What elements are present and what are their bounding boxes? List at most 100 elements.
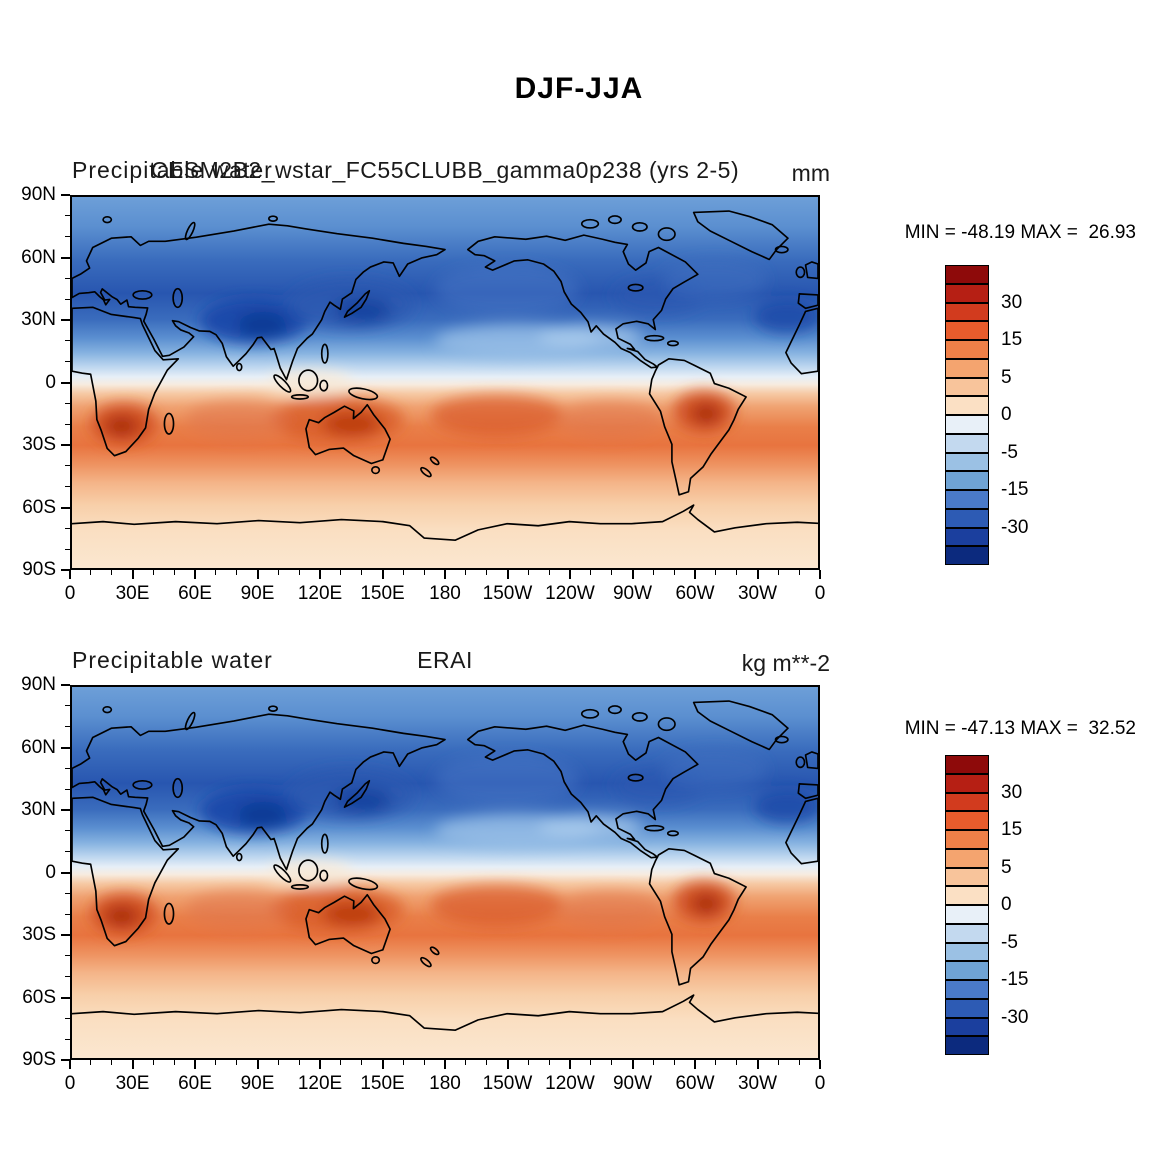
lon-tick-label: 150E xyxy=(360,1073,405,1094)
lat-minor-tick xyxy=(65,298,70,300)
lat-minor-tick xyxy=(65,767,70,769)
colorbar-box xyxy=(945,471,989,490)
lat-major-tick xyxy=(61,1059,70,1061)
lon-tick-label: 30W xyxy=(737,583,778,604)
colorbar-tick-label: 0 xyxy=(1001,404,1012,425)
colorbar-box xyxy=(945,830,989,849)
panel1-units-label: mm xyxy=(791,160,830,186)
colorbar-box xyxy=(945,792,989,812)
lon-major-tick xyxy=(69,570,71,579)
lon-minor-tick xyxy=(736,570,738,575)
panel1-minmax-stats: MIN = -48.19 MAX = 26.93 xyxy=(904,222,1136,243)
lon-major-tick xyxy=(694,1060,696,1069)
lon-major-tick xyxy=(194,570,196,579)
lon-minor-tick xyxy=(423,1060,425,1065)
colorbar-box xyxy=(945,980,989,999)
colorbar-box xyxy=(945,283,989,303)
lon-tick-label: 90W xyxy=(612,1073,653,1094)
contour-field-background xyxy=(72,197,818,568)
lon-tick-label: 60W xyxy=(675,583,715,604)
colorbar-tick-label: 30 xyxy=(1001,781,1023,803)
lon-tick-label: 180 xyxy=(429,583,461,604)
lat-minor-tick xyxy=(65,830,70,832)
colorbar-tick-label: -5 xyxy=(1001,931,1018,953)
lat-major-tick xyxy=(61,934,70,936)
lon-major-tick xyxy=(631,570,634,579)
lat-tick-label: 90S xyxy=(22,559,56,580)
contour-field-background xyxy=(72,687,818,1058)
lon-minor-tick xyxy=(340,1060,342,1065)
lat-major-tick xyxy=(61,506,70,509)
lon-minor-tick xyxy=(111,1060,113,1065)
lon-tick-label: 0 xyxy=(814,583,826,604)
lat-minor-tick xyxy=(65,215,70,217)
panel2-case-title: ERAI xyxy=(417,647,473,673)
lon-tick-label: 0 xyxy=(64,1073,76,1094)
world-map-svg xyxy=(72,687,818,1058)
lat-major-tick xyxy=(61,381,70,384)
lon-minor-tick xyxy=(402,570,404,575)
lat-minor-tick xyxy=(65,1017,70,1019)
lon-major-tick xyxy=(131,1060,134,1069)
lon-minor-tick xyxy=(215,570,217,575)
colorbar-box xyxy=(945,773,989,793)
lon-minor-tick xyxy=(361,570,363,575)
colorbar-box xyxy=(945,1036,989,1055)
lat-minor-tick xyxy=(65,892,70,894)
lat-minor-tick xyxy=(65,527,70,529)
colorbar-tick-label: 15 xyxy=(1001,819,1023,840)
colorbar-box xyxy=(945,358,989,378)
lat-minor-tick xyxy=(65,236,70,238)
colorbar-tick-label: -15 xyxy=(1001,969,1029,990)
colorbar-tick-label: -15 xyxy=(1001,479,1029,500)
colorbar-box xyxy=(945,302,989,322)
lon-major-tick xyxy=(444,1060,446,1069)
lat-major-tick xyxy=(61,996,70,999)
lon-major-tick xyxy=(569,570,571,579)
lat-tick-label: 30N xyxy=(21,309,56,330)
lon-tick-label: 0 xyxy=(64,583,76,604)
panel2-variable-title: Precipitable water xyxy=(72,647,273,673)
lon-tick-label: 120E xyxy=(297,1073,343,1094)
colorbar-tick-label: -5 xyxy=(1001,441,1018,463)
lat-minor-tick xyxy=(65,851,70,853)
colorbar-box xyxy=(945,811,989,830)
colorbar-tick-label: 5 xyxy=(1001,856,1012,878)
colorbar-tick-label: 0 xyxy=(1001,894,1012,915)
lon-minor-tick xyxy=(548,570,550,575)
lat-tick-label: 0 xyxy=(45,861,56,883)
lat-minor-tick xyxy=(65,402,70,404)
lon-major-tick xyxy=(631,1060,634,1069)
lon-minor-tick xyxy=(652,1060,654,1065)
lon-minor-tick xyxy=(277,570,279,575)
lon-minor-tick xyxy=(548,1060,550,1065)
lat-minor-tick xyxy=(65,548,70,550)
contour-anomaly-blobs xyxy=(90,258,818,445)
lon-minor-tick xyxy=(215,1060,217,1065)
colorbar-box xyxy=(945,905,989,924)
colorbar-tick-label: -30 xyxy=(1001,1006,1029,1028)
colorbar-box xyxy=(945,415,989,434)
colorbar-box xyxy=(945,923,989,943)
colorbar-box xyxy=(945,321,989,340)
world-map-svg xyxy=(72,197,818,568)
lat-tick-label: 90N xyxy=(21,184,56,205)
lat-major-tick xyxy=(61,746,70,749)
lon-minor-tick xyxy=(798,1060,800,1065)
lat-tick-label: 30N xyxy=(21,799,56,820)
lon-minor-tick xyxy=(715,1060,717,1065)
lon-tick-label: 90E xyxy=(240,583,275,604)
lat-minor-tick xyxy=(65,976,70,978)
lon-minor-tick xyxy=(152,570,154,575)
colorbar-box xyxy=(945,961,989,980)
lon-minor-tick xyxy=(361,1060,363,1065)
lon-tick-label: 60E xyxy=(178,1073,212,1094)
panel2-minmax-stats: MIN = -47.13 MAX = 32.52 xyxy=(904,718,1136,739)
lon-tick-label: 30W xyxy=(737,1073,778,1094)
colorbar-box xyxy=(945,546,989,565)
lat-minor-tick xyxy=(65,486,70,488)
lon-minor-tick xyxy=(590,570,592,575)
lat-tick-label: 90N xyxy=(21,674,56,695)
lon-minor-tick xyxy=(465,570,467,575)
